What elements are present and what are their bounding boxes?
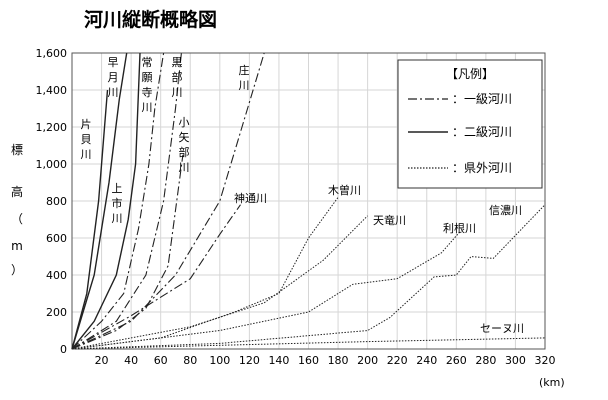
series-line-1 <box>71 52 128 350</box>
x-tick-label: 80 <box>183 354 197 367</box>
y-tick-label: 400 <box>46 269 67 282</box>
series-label-5: 小矢部川 <box>179 116 190 174</box>
y-tick-label: 200 <box>46 306 67 319</box>
x-tick-label: 160 <box>298 354 319 367</box>
legend-label-2: ：県外河川 <box>452 161 512 175</box>
series-line-10 <box>71 232 460 350</box>
x-axis-unit: (km) <box>539 376 565 389</box>
legend-box <box>397 59 543 189</box>
plot-frame <box>71 52 546 350</box>
series-label-11: 信濃川 <box>489 203 522 217</box>
y-tick-label: 1,600 <box>36 47 68 60</box>
series-line-0 <box>71 89 109 350</box>
series-line-2 <box>71 52 141 350</box>
legend: 【凡例】 ：一級河川 ：二級河川 ：県外河川 <box>397 59 543 189</box>
series-line-3 <box>71 52 165 350</box>
series-line-12 <box>71 337 546 350</box>
x-tick-label: 140 <box>268 354 289 367</box>
x-tick-label: 180 <box>328 354 349 367</box>
x-tick-label: 40 <box>124 354 138 367</box>
series-line-4 <box>71 52 182 350</box>
y-axis-label: 標高（ m） <box>11 143 23 277</box>
series-label-6: 庄川 <box>239 63 250 92</box>
x-tick-label: 240 <box>416 354 437 367</box>
series-label-2: 上市川 <box>112 182 123 225</box>
series-line-9 <box>71 215 368 350</box>
x-tick-label: 20 <box>95 354 109 367</box>
x-tick-label: 60 <box>154 354 168 367</box>
x-tick-label: 260 <box>446 354 467 367</box>
y-tick-label: 0 <box>60 343 67 356</box>
x-tick-label: 200 <box>357 354 378 367</box>
series-line-11 <box>71 204 546 350</box>
series-line-7 <box>71 204 241 350</box>
legend-title: 【凡例】 <box>446 67 494 81</box>
series-label-9: 天竜川 <box>373 213 406 227</box>
series-label-4: 黒部川 <box>172 56 183 99</box>
axes: 0 200 400 600 800 1,000 1,200 1,400 1,600 20 40 60 8… <box>11 47 565 389</box>
series-lines <box>71 52 546 350</box>
series-line-5 <box>71 154 184 350</box>
x-tick-label: 120 <box>239 354 260 367</box>
x-tick-label: 300 <box>505 354 526 367</box>
y-tick-label: 600 <box>46 232 67 245</box>
series-line-6 <box>71 52 265 350</box>
x-tick-label: 320 <box>535 354 556 367</box>
chart-title: 河川縦断概略図 <box>84 8 217 31</box>
series-label-1: 早月川 <box>108 56 119 99</box>
y-tick-label: 1,000 <box>36 158 68 171</box>
legend-label-0: ：一級河川 <box>452 92 512 106</box>
x-tick-label: 220 <box>387 354 408 367</box>
series-label-8: 木曽川 <box>328 183 361 197</box>
x-tick-label: 100 <box>209 354 230 367</box>
legend-label-1: ：二級河川 <box>452 125 512 139</box>
series-label-0: 片貝川 <box>81 118 92 161</box>
y-tick-label: 1,400 <box>36 84 68 97</box>
y-tick-label: 800 <box>46 195 67 208</box>
series-label-7: 神通川 <box>234 191 267 205</box>
y-tick-label: 1,200 <box>36 121 68 134</box>
series-label-10: 利根川 <box>443 221 476 235</box>
series-label-3: 常願寺川 <box>142 56 153 114</box>
series-label-12: セーヌ川 <box>480 322 524 335</box>
x-tick-label: 280 <box>475 354 496 367</box>
